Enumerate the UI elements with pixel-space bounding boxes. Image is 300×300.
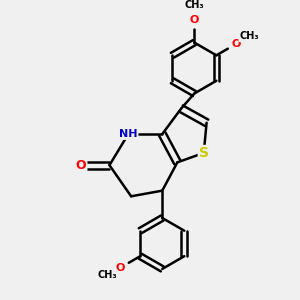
- Text: NH: NH: [119, 129, 138, 139]
- Text: CH₃: CH₃: [184, 0, 204, 10]
- Text: O: O: [116, 262, 125, 272]
- Text: O: O: [231, 39, 241, 49]
- Text: CH₃: CH₃: [239, 32, 259, 41]
- Text: CH₃: CH₃: [98, 270, 117, 280]
- Text: O: O: [76, 159, 86, 172]
- Text: S: S: [199, 146, 209, 160]
- Text: O: O: [190, 15, 199, 25]
